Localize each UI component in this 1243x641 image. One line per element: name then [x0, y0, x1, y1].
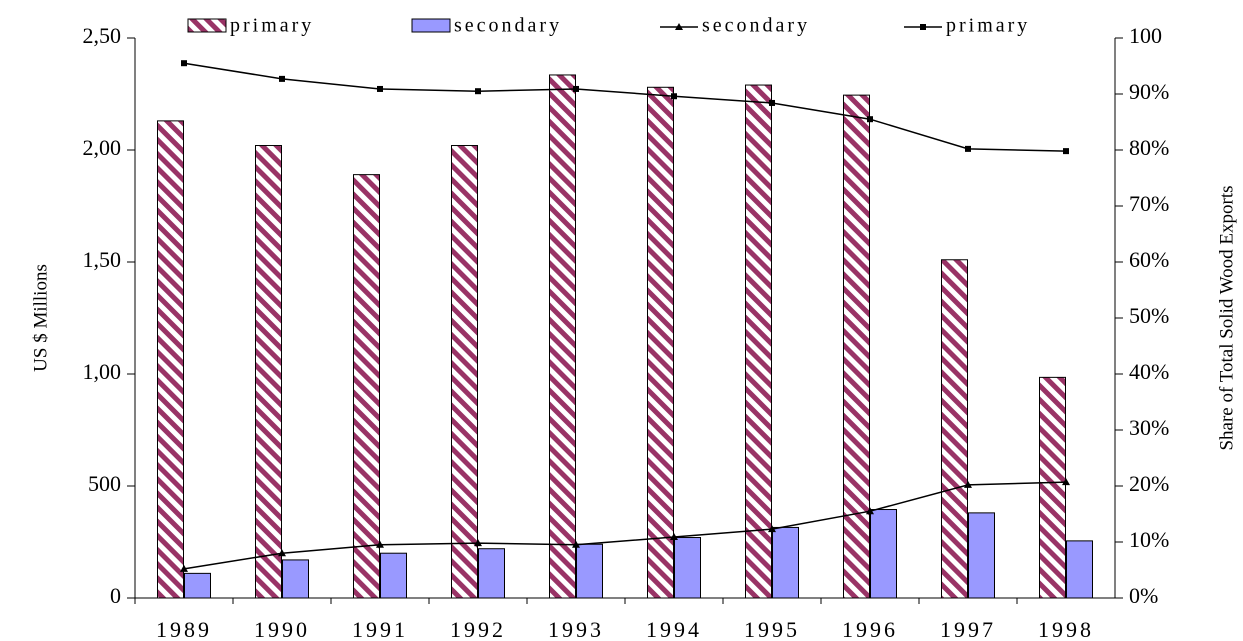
y2-tick-label: 0% [1129, 583, 1158, 608]
point [278, 549, 286, 557]
x-tick-label: 1996 [842, 617, 898, 641]
y-tick-label: 1,50 [83, 247, 122, 272]
bar [968, 512, 995, 599]
y-tick-label: 2,00 [83, 135, 122, 160]
bar [870, 509, 897, 599]
y2-tick-label: 10% [1129, 527, 1169, 552]
line [183, 481, 1067, 570]
legend-label: secondary [702, 15, 810, 37]
point [377, 85, 383, 92]
y-tick-label: 1,00 [83, 359, 122, 384]
y-tick-label: 500 [88, 471, 121, 496]
bar [380, 552, 407, 599]
x-tick-label: 1992 [450, 617, 506, 641]
bar [549, 74, 576, 599]
y2-tick-label: 40% [1129, 359, 1169, 384]
bar [941, 259, 968, 599]
point [769, 99, 775, 106]
bar [647, 86, 674, 599]
legend-label: primary [230, 15, 314, 37]
point [180, 564, 188, 572]
bar [184, 572, 211, 599]
point [572, 540, 580, 548]
bar [255, 145, 282, 599]
bar [353, 174, 380, 599]
point [474, 539, 482, 547]
y2-tick-label: 70% [1129, 191, 1169, 216]
y2-tick-label: 90% [1129, 79, 1169, 104]
x-tick-label: 1994 [646, 617, 702, 641]
legend-label: secondary [454, 15, 562, 37]
point [1063, 148, 1069, 155]
y2-tick-label: 80% [1129, 135, 1169, 160]
y-tick-label: 2,50 [83, 23, 122, 48]
bar [745, 84, 772, 599]
point [573, 85, 579, 92]
point [670, 532, 678, 540]
point [1062, 478, 1070, 486]
point [279, 75, 285, 82]
bar [843, 94, 870, 599]
x-tick-label: 1998 [1038, 617, 1094, 641]
bar [772, 526, 799, 599]
point [376, 540, 384, 548]
point [181, 60, 187, 67]
legend-marker [920, 24, 926, 30]
x-tick-label: 1993 [548, 617, 604, 641]
y2-axis-title: Share of Total Solid Wood Exports [1216, 185, 1237, 450]
bar [674, 537, 701, 599]
point [475, 88, 481, 95]
line [183, 62, 1067, 152]
x-tick-label: 1997 [940, 617, 996, 641]
bar [1066, 540, 1093, 599]
x-tick-label: 1991 [352, 617, 408, 641]
bar [282, 559, 309, 599]
legend-marker [675, 23, 683, 30]
y-tick-label: 0 [110, 583, 121, 608]
y2-tick-label: 20% [1129, 471, 1169, 496]
point [671, 93, 677, 100]
bar [451, 145, 478, 599]
bar [157, 120, 184, 599]
point [867, 116, 873, 123]
legend-label: primary [946, 15, 1030, 37]
point [768, 525, 776, 533]
y2-tick-label: 50% [1129, 303, 1169, 328]
x-tick-label: 1989 [156, 617, 212, 641]
y2-tick-label: 30% [1129, 415, 1169, 440]
bar [576, 543, 603, 599]
legend-swatch [411, 18, 451, 33]
point [965, 145, 971, 152]
x-tick-label: 1990 [254, 617, 310, 641]
legend-swatch [187, 18, 227, 33]
point [866, 507, 874, 515]
y2-tick-label: 100 [1129, 23, 1162, 48]
point [964, 480, 972, 488]
bar [1039, 376, 1066, 599]
y-axis-title: US $ Millions [30, 264, 51, 372]
bar [478, 548, 505, 599]
x-tick-label: 1995 [744, 617, 800, 641]
y2-tick-label: 60% [1129, 247, 1169, 272]
